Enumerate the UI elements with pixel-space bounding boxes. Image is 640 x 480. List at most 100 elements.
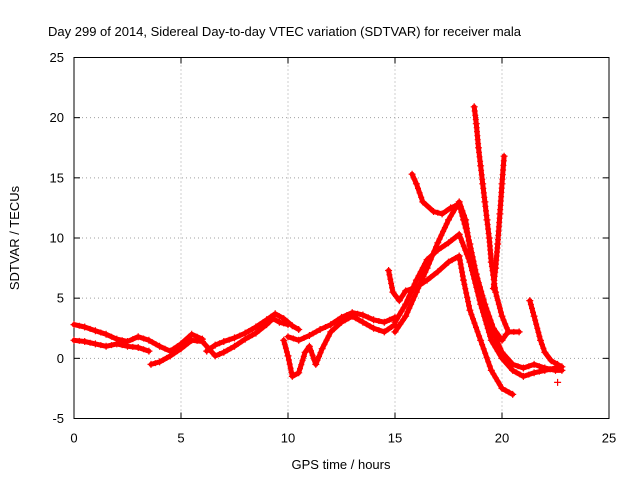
data-point <box>445 216 452 224</box>
data-point <box>147 360 155 368</box>
data-point <box>412 276 420 284</box>
data-point <box>445 258 452 266</box>
y-axis-label: SDTVAR / TECUs <box>7 185 22 290</box>
marker-trail <box>87 325 94 332</box>
data-point <box>402 287 410 295</box>
series-track-11 <box>470 103 523 336</box>
data-point <box>541 348 549 356</box>
marker-trail <box>476 149 484 165</box>
data-point <box>318 345 326 353</box>
marker-trail <box>140 346 147 353</box>
data-point <box>81 323 89 331</box>
data-point <box>460 276 467 284</box>
marker-trail <box>423 202 433 212</box>
marker-trail <box>490 371 503 388</box>
marker-trail <box>181 334 192 344</box>
series-track-14 <box>554 378 562 386</box>
data-point <box>156 358 164 366</box>
marker-trail <box>331 322 341 332</box>
data-point <box>498 336 506 344</box>
y-tick-labels: -5 0 5 10 15 20 25 <box>50 50 64 426</box>
marker-trail <box>536 368 543 375</box>
marker-trail <box>386 316 393 323</box>
marker-trail <box>363 321 373 330</box>
marker-trail <box>314 349 324 364</box>
data-point <box>455 230 463 238</box>
data-point <box>477 336 485 344</box>
data-point <box>220 338 228 345</box>
marker-trail <box>545 353 551 360</box>
data-point <box>241 335 249 343</box>
marker-trail <box>129 343 136 350</box>
marker-trail <box>525 371 532 378</box>
marker-trail <box>321 333 332 348</box>
marker-trail <box>502 387 513 396</box>
marker-trail <box>443 207 450 214</box>
data-point <box>412 288 420 296</box>
marker-trail <box>415 260 428 279</box>
chart-title: Day 299 of 2014, Sidereal Day-to-day VTE… <box>48 24 522 39</box>
data-point <box>445 239 452 247</box>
marker-trail <box>480 185 488 201</box>
marker-trail <box>399 292 406 299</box>
marker-trail <box>285 319 291 326</box>
data-point <box>504 328 512 336</box>
marker-trail <box>415 269 429 292</box>
data-point <box>284 333 292 341</box>
marker-trail <box>415 185 425 201</box>
data-point <box>370 324 378 332</box>
marker-trail <box>216 340 223 347</box>
data-point <box>211 352 219 360</box>
data-point <box>519 372 527 380</box>
marker-trail <box>194 337 201 344</box>
marker-trail <box>384 324 395 333</box>
marker-trail <box>393 293 400 300</box>
marker-trail <box>486 239 494 262</box>
marker-trail <box>170 348 181 357</box>
marker-trail <box>536 363 543 370</box>
marker-trail <box>490 340 503 358</box>
data-point <box>271 310 279 318</box>
data-point <box>252 323 260 331</box>
x-axis-label: GPS time / hours <box>292 457 391 472</box>
marker-trail <box>434 209 441 216</box>
marker-trail <box>527 301 536 316</box>
data-point <box>91 340 99 348</box>
marker-trail <box>119 342 126 349</box>
series-track-4 <box>203 310 303 355</box>
x-tick-label: 5 <box>177 431 184 446</box>
marker-trail <box>478 167 486 183</box>
marker-trail <box>483 305 495 328</box>
data-point <box>498 384 506 392</box>
marker-trail <box>256 319 266 328</box>
y-tick-label: 5 <box>57 291 64 306</box>
marker-trail <box>76 337 83 344</box>
data-point <box>370 316 378 324</box>
series-track-12 <box>489 152 508 292</box>
series-track-1 <box>70 321 206 355</box>
data-point <box>177 345 185 353</box>
data-point <box>385 267 393 274</box>
data-point <box>558 363 566 371</box>
marker-trail <box>285 357 295 376</box>
marker-trail <box>501 352 513 365</box>
marker-trail <box>490 329 504 352</box>
data-point <box>359 318 367 326</box>
y-tick-label: -5 <box>52 411 64 426</box>
marker-trail <box>425 244 439 267</box>
series-track-13 <box>526 297 566 371</box>
data-point <box>509 360 517 368</box>
data-point <box>301 348 309 356</box>
data-point <box>430 208 437 215</box>
data-point <box>145 336 153 344</box>
data-point <box>537 336 544 344</box>
data-point <box>541 364 549 372</box>
data-point <box>102 342 110 350</box>
marker-trail <box>461 221 472 243</box>
data-point <box>231 342 238 350</box>
marker-trail <box>427 271 438 281</box>
marker-trail <box>394 304 407 322</box>
data-point <box>275 318 283 326</box>
data-point <box>81 338 89 345</box>
